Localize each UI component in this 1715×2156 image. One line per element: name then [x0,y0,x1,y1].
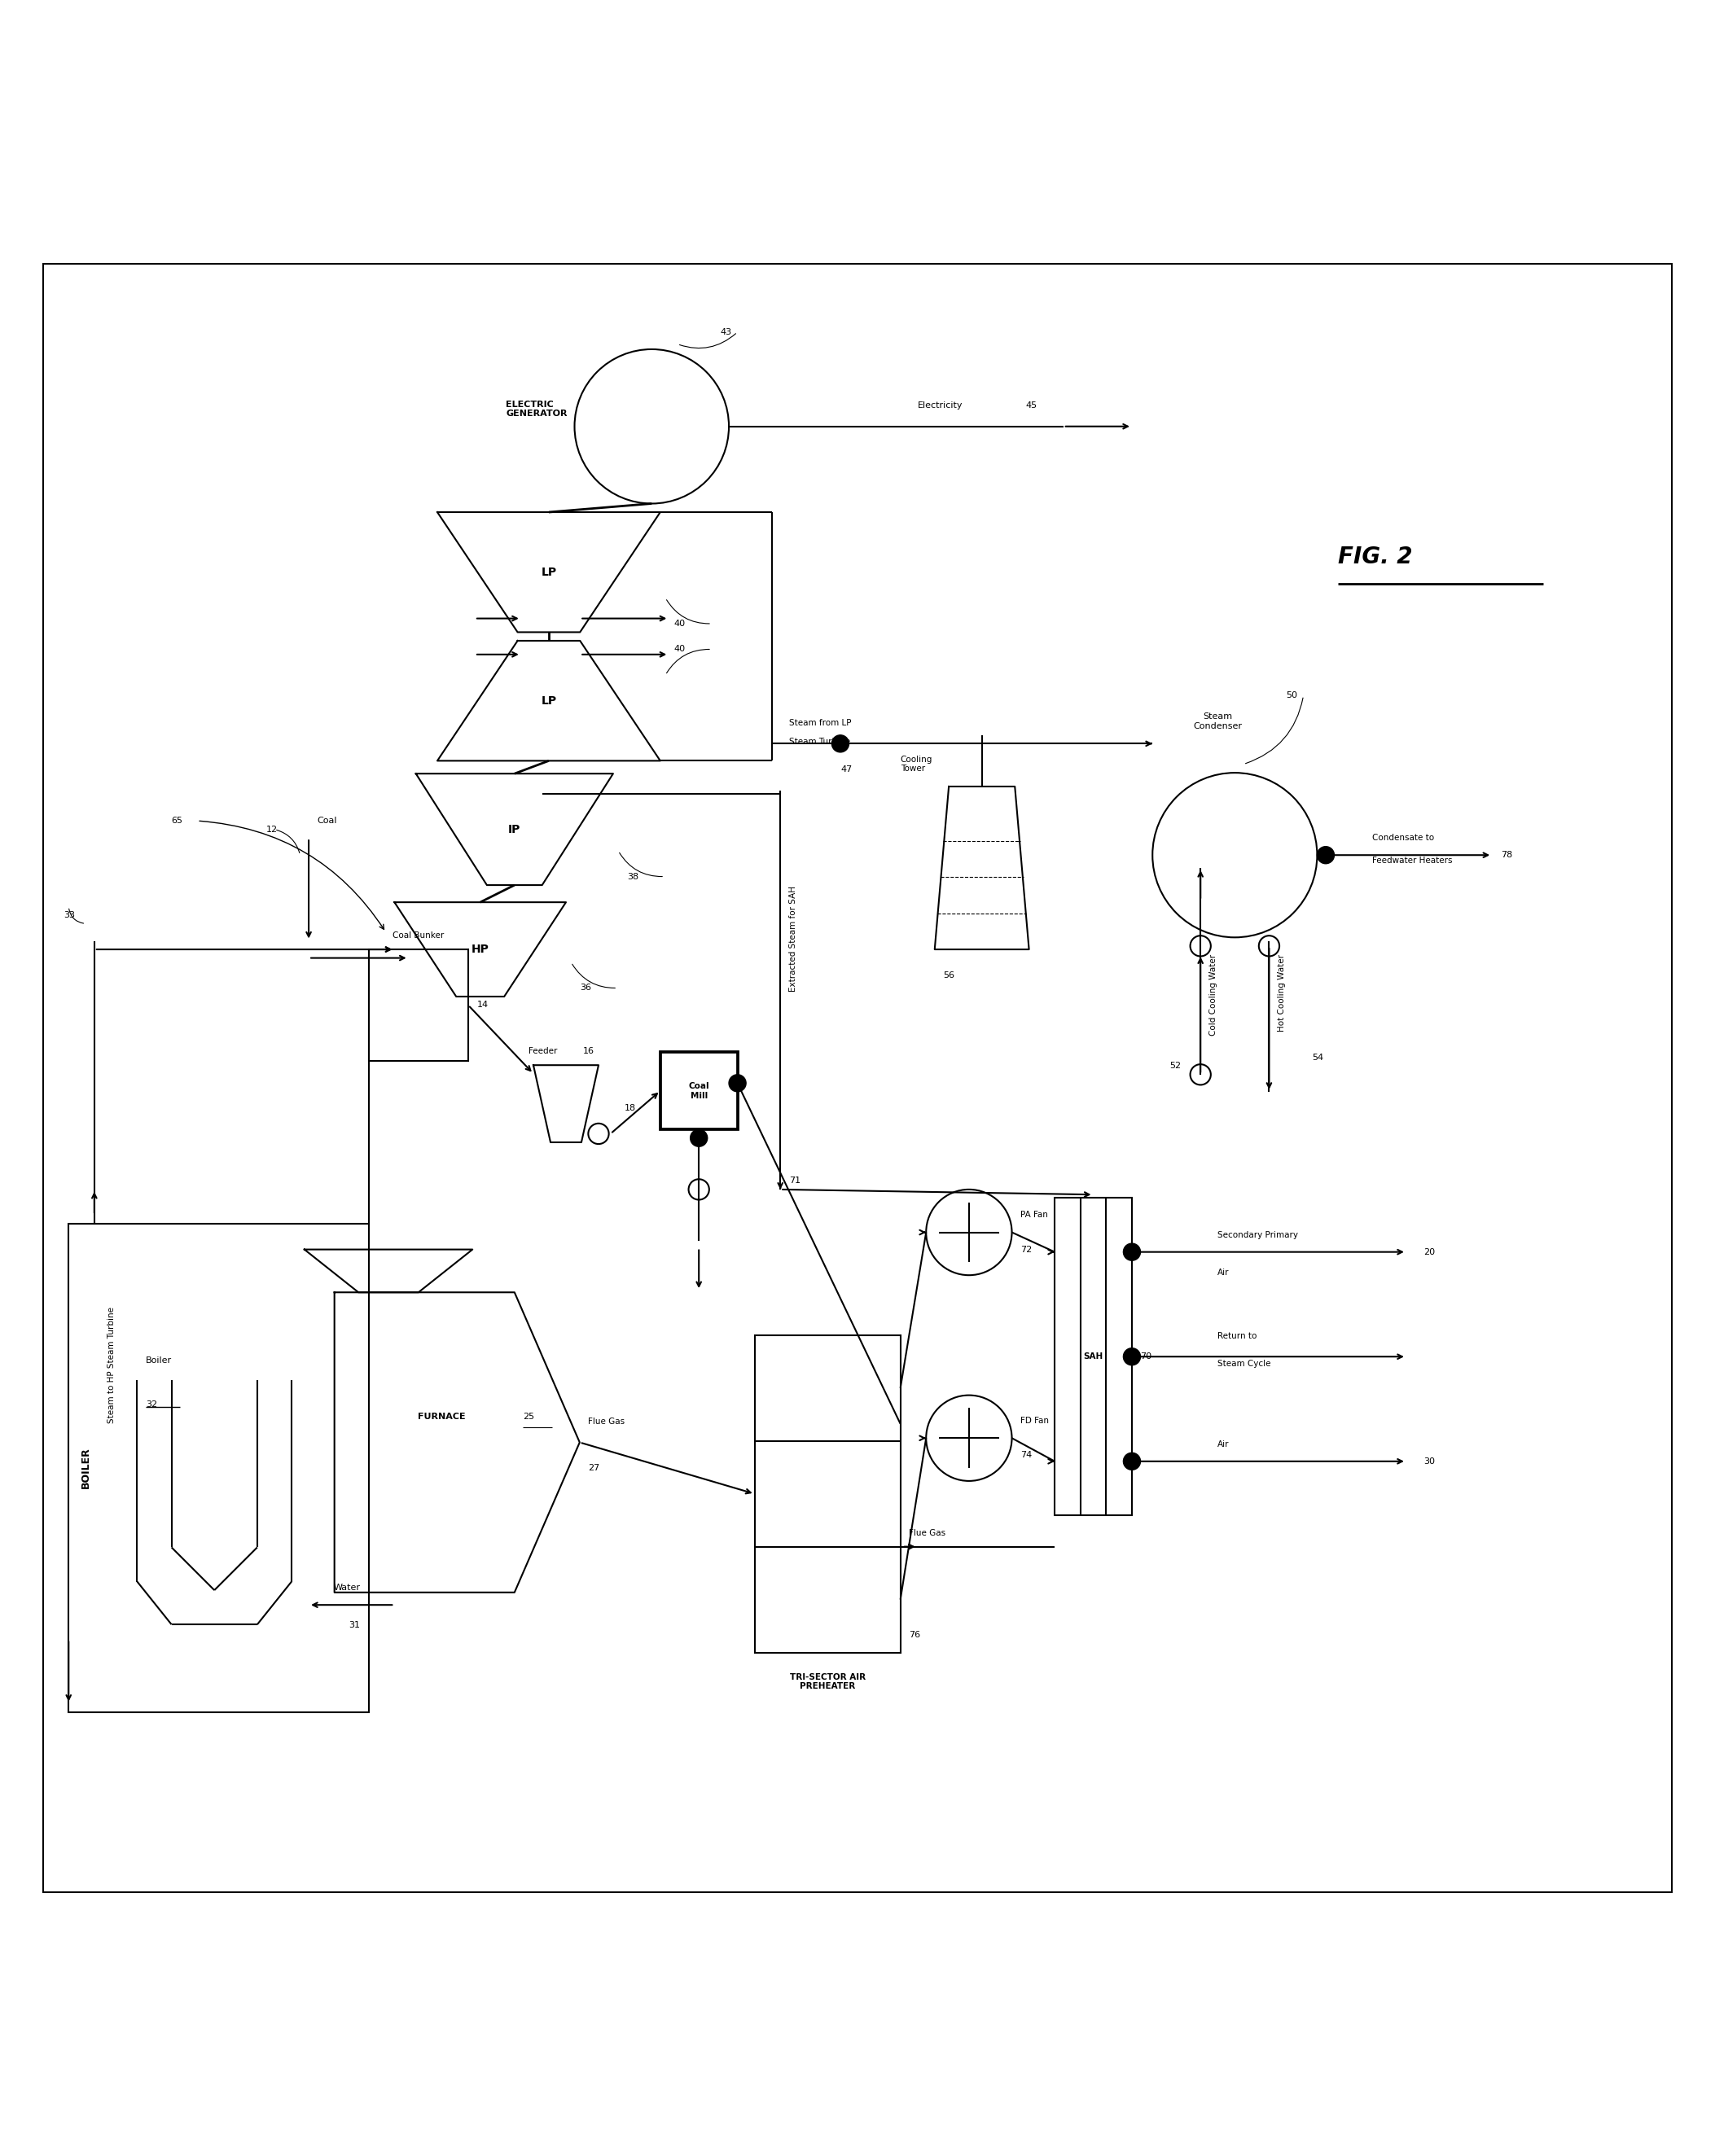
Text: BOILER: BOILER [81,1447,91,1490]
Text: 65: 65 [172,817,184,826]
Circle shape [1259,936,1279,957]
Text: 20: 20 [1423,1248,1435,1257]
Text: Steam
Condenser: Steam Condenser [1194,714,1242,731]
Text: 40: 40 [674,619,686,627]
Text: Secondary Primary: Secondary Primary [1218,1231,1298,1240]
Text: 47: 47 [840,765,852,774]
Text: 30: 30 [1423,1457,1435,1466]
Text: 72: 72 [1020,1246,1032,1253]
Text: Air: Air [1218,1268,1230,1276]
Text: Hot Cooling Water: Hot Cooling Water [1278,955,1286,1033]
Text: 27: 27 [588,1464,600,1473]
Text: 52: 52 [1170,1063,1182,1069]
Text: Steam from LP: Steam from LP [789,718,851,727]
Text: Flue Gas: Flue Gas [588,1419,624,1425]
Text: 71: 71 [789,1177,801,1186]
Text: 74: 74 [1020,1451,1032,1460]
Text: Coal: Coal [317,817,338,826]
Text: Coal Bunker: Coal Bunker [393,931,444,940]
Circle shape [1123,1348,1140,1365]
Text: Steam to HP Steam Turbine: Steam to HP Steam Turbine [108,1307,115,1423]
Circle shape [588,1123,609,1145]
Circle shape [1317,847,1334,865]
Text: LP: LP [540,694,557,707]
Text: 78: 78 [1501,852,1513,858]
Bar [69,1225,369,1712]
Bar [660,1052,737,1130]
Circle shape [1123,1453,1140,1470]
Circle shape [1190,936,1211,957]
Text: Condensate to: Condensate to [1372,834,1434,843]
Circle shape [688,1179,708,1199]
Text: PA Fan: PA Fan [1020,1212,1048,1220]
Text: 40: 40 [674,645,686,653]
Text: Steam Cycle: Steam Cycle [1218,1360,1271,1367]
Text: 33: 33 [63,912,75,918]
Circle shape [1190,1065,1211,1084]
Text: 25: 25 [523,1412,535,1421]
Text: 14: 14 [477,1000,489,1009]
Text: Coal
Mill: Coal Mill [688,1082,710,1100]
Text: Flue Gas: Flue Gas [909,1529,945,1537]
Text: Feeder: Feeder [528,1048,557,1056]
Text: 50: 50 [1286,692,1298,701]
Text: IP: IP [508,824,521,834]
Text: FIG. 2: FIG. 2 [1338,545,1411,569]
Text: TRI-SECTOR AIR
PREHEATER: TRI-SECTOR AIR PREHEATER [789,1673,866,1690]
Text: 70: 70 [1140,1352,1152,1360]
Text: 18: 18 [624,1104,636,1112]
Bar [755,1335,900,1651]
Bar [1055,1199,1132,1516]
Text: 16: 16 [583,1048,595,1056]
Text: 54: 54 [1312,1054,1324,1061]
Text: Extracted Steam for SAH: Extracted Steam for SAH [789,886,797,992]
Text: 76: 76 [909,1632,921,1639]
Circle shape [729,1074,746,1091]
Text: 56: 56 [943,970,955,979]
Text: 43: 43 [720,328,732,336]
Text: 31: 31 [348,1621,360,1630]
Text: 38: 38 [626,873,638,880]
Circle shape [832,735,849,752]
Text: Steam Turbine: Steam Turbine [789,737,851,746]
Text: Water: Water [333,1585,360,1591]
Text: Cold Cooling Water: Cold Cooling Water [1209,955,1218,1037]
Text: FURNACE: FURNACE [418,1412,465,1421]
Text: HP: HP [472,944,489,955]
Circle shape [689,1130,707,1147]
Bar [369,949,468,1061]
Text: Electricity: Electricity [918,401,962,410]
Text: 36: 36 [580,983,592,992]
Text: 12: 12 [266,826,278,834]
Text: FD Fan: FD Fan [1020,1416,1050,1425]
Text: LP: LP [540,567,557,578]
Text: Return to: Return to [1218,1332,1257,1341]
Text: ELECTRIC
GENERATOR: ELECTRIC GENERATOR [506,401,568,418]
Text: Feedwater Heaters: Feedwater Heaters [1372,856,1453,865]
Text: Cooling
Tower: Cooling Tower [900,755,933,772]
Text: Air: Air [1218,1440,1230,1449]
Text: 45: 45 [1026,401,1038,410]
Text: SAH: SAH [1084,1352,1103,1360]
Text: 32: 32 [146,1401,158,1408]
Circle shape [1123,1244,1140,1261]
Text: Boiler: Boiler [146,1356,172,1365]
